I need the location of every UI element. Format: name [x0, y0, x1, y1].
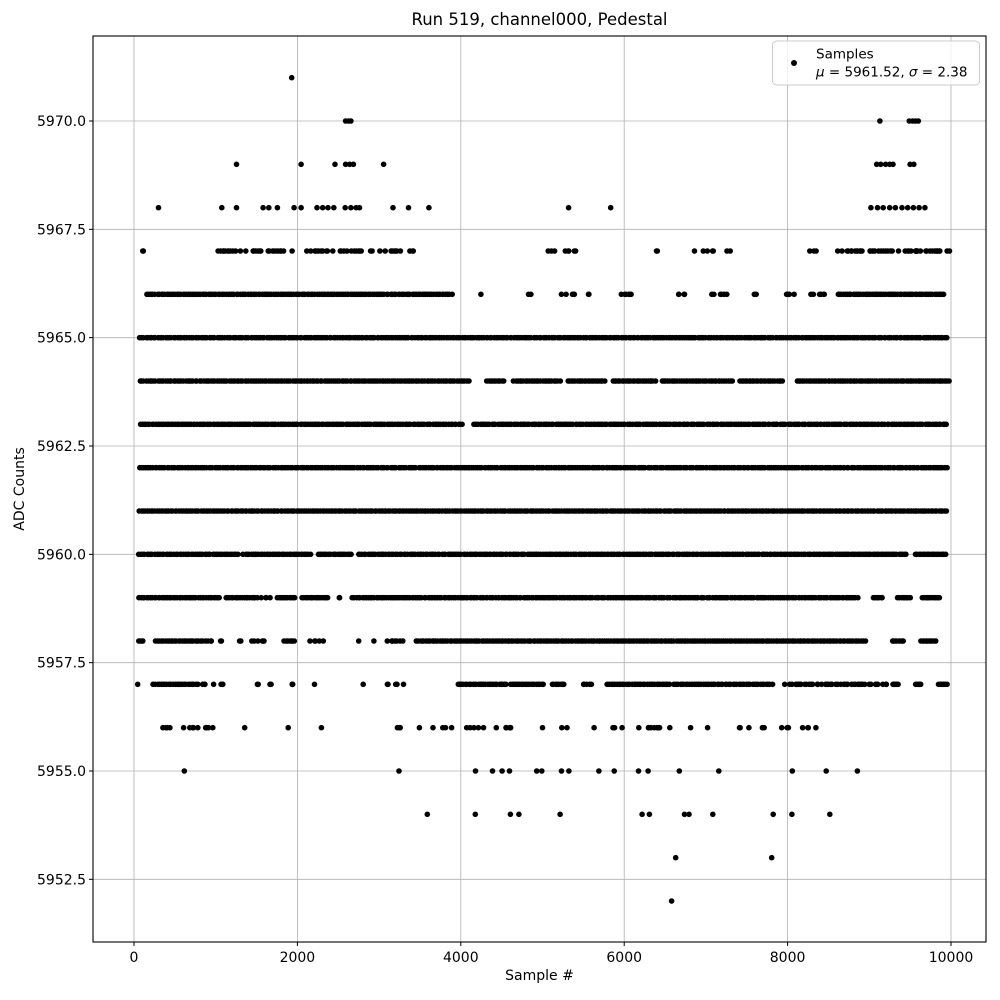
legend: Samples μ = 5961.52, σ = 2.38 — [772, 40, 980, 86]
axis-ticks — [89, 120, 952, 946]
data-points — [134, 74, 953, 904]
plot-border — [92, 35, 987, 943]
x-tick-label: 0 — [130, 950, 139, 966]
legend-marker-icon — [791, 60, 797, 66]
y-tick-labels: 5952.5 5955.0 5957.5 5960.0 5962.5 5965.0 5967… — [37, 114, 86, 888]
y-axis-label: ADC Counts — [12, 447, 28, 530]
x-axis-label: Sample # — [505, 968, 574, 984]
plot-title: Run 519, channel000, Pedestal — [411, 10, 667, 29]
x-tick-labels: 0 2000 4000 6000 8000 10000 — [130, 950, 974, 966]
y-tick-label: 5960.0 — [37, 547, 86, 563]
x-tick-label: 4000 — [443, 950, 479, 966]
x-tick-label: 6000 — [606, 950, 642, 966]
y-tick-label: 5955.0 — [37, 764, 86, 780]
x-tick-label: 10000 — [929, 950, 974, 966]
y-tick-label: 5970.0 — [37, 114, 86, 130]
legend-stats: μ = 5961.52, σ = 2.38 — [815, 65, 967, 81]
y-tick-label: 5952.5 — [37, 872, 86, 888]
legend-label-samples: Samples — [816, 47, 874, 63]
gridlines — [93, 36, 986, 942]
y-tick-label: 5962.5 — [37, 439, 86, 455]
x-tick-label: 8000 — [770, 950, 806, 966]
y-tick-label: 5957.5 — [37, 656, 86, 672]
y-tick-label: 5965.0 — [37, 331, 86, 347]
x-tick-label: 2000 — [280, 950, 316, 966]
legend-box — [772, 40, 980, 86]
y-tick-label: 5967.5 — [37, 222, 86, 238]
